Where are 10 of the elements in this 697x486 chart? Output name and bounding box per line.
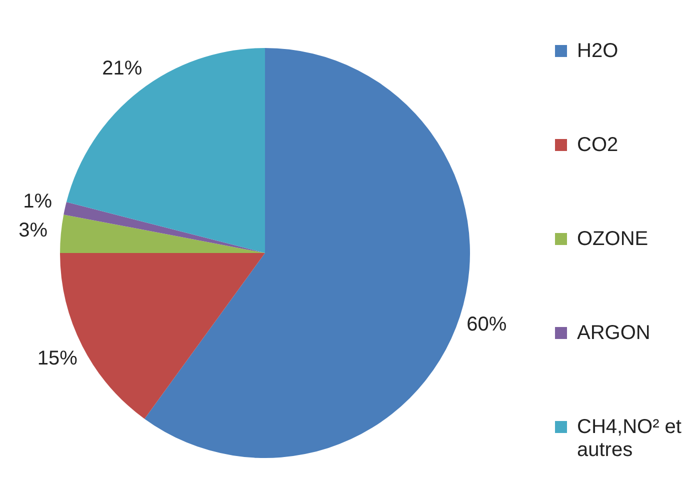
legend-label: OZONE <box>577 228 648 251</box>
legend-label: CO2 <box>577 134 618 157</box>
legend-label: H2O <box>577 40 618 63</box>
data-label: 60% <box>466 314 507 336</box>
data-label: 15% <box>37 347 78 370</box>
legend-label: CH4,NO² et autres <box>577 416 682 462</box>
data-label: 1% <box>23 190 52 213</box>
legend-label: ARGON <box>577 322 650 345</box>
data-label: 3% <box>18 220 48 242</box>
data-label: 21% <box>102 57 142 80</box>
